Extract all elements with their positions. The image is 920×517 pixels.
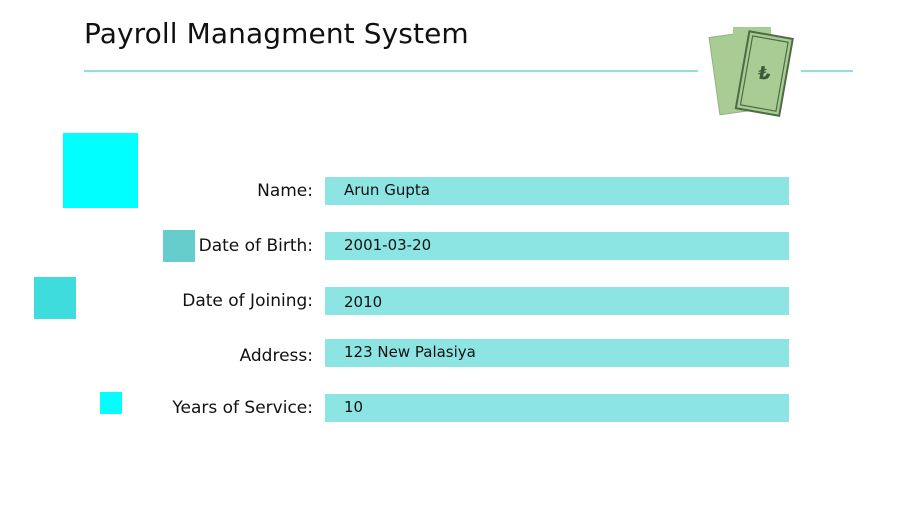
money-bills-icon: ₺ xyxy=(708,27,794,117)
header-divider-left xyxy=(84,70,698,72)
years-of-service-field[interactable]: 10 xyxy=(325,394,789,422)
header-divider-right xyxy=(801,70,853,72)
date-of-birth-field[interactable]: 2001-03-20 xyxy=(325,232,789,260)
decorative-square xyxy=(63,133,138,208)
name-label: Name: xyxy=(257,181,313,201)
decorative-square xyxy=(163,230,195,262)
years-of-service-label: Years of Service: xyxy=(172,398,313,418)
date-of-birth-label: Date of Birth: xyxy=(198,236,313,256)
date-of-joining-field[interactable]: 2010 xyxy=(325,287,789,315)
address-label: Address: xyxy=(239,346,313,366)
page-title: Payroll Managment System xyxy=(84,17,469,50)
decorative-square xyxy=(34,277,76,319)
decorative-square xyxy=(100,392,122,414)
date-of-joining-label: Date of Joining: xyxy=(182,291,313,311)
name-field[interactable]: Arun Gupta xyxy=(325,177,789,205)
svg-text:₺: ₺ xyxy=(756,63,772,86)
address-field[interactable]: 123 New Palasiya xyxy=(325,339,789,367)
